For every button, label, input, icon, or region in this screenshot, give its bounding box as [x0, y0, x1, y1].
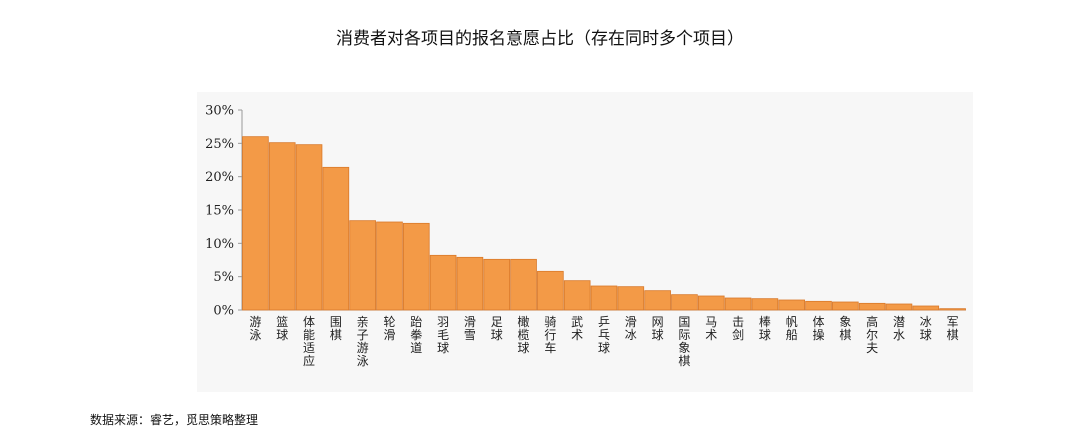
x-tick-label: 高尔夫: [866, 314, 878, 355]
x-tick-label: 跆拳道: [410, 315, 422, 355]
x-tick-label: 马术: [705, 315, 717, 342]
x-tick-label: 游泳: [249, 315, 261, 342]
y-tick-label: 10%: [205, 237, 234, 252]
bar: [590, 285, 618, 311]
y-tick-label: 25%: [205, 137, 234, 152]
x-tick-label: 体能适应: [303, 315, 315, 368]
x-tick-label: 篮球: [276, 314, 288, 342]
bar: [671, 294, 698, 311]
bar: [268, 142, 296, 311]
bar: [885, 303, 913, 311]
x-tick-label: 橄榄球: [518, 314, 530, 355]
x-tick-label: 冰球: [920, 315, 932, 342]
bar: [858, 302, 886, 311]
x-tick-label: 象棋: [839, 315, 851, 342]
y-tick-label: 30%: [205, 104, 234, 119]
x-tick-label: 骑行车: [544, 315, 556, 355]
y-tick-label: 0%: [213, 304, 234, 319]
bar: [456, 256, 484, 311]
x-tick-label: 足球: [491, 315, 503, 342]
bar: [537, 270, 564, 311]
x-tick-label: 击剑: [732, 315, 744, 342]
bar: [832, 301, 859, 311]
bar: [617, 286, 645, 311]
bar: [402, 222, 430, 311]
x-tick-label: 滑雪: [464, 315, 476, 342]
bar: [376, 221, 403, 311]
bar: [295, 144, 323, 311]
x-tick-label: 乒乓球: [598, 315, 610, 355]
bar: [510, 258, 537, 311]
data-source-note: 数据来源：睿艺，觅思策略整理: [90, 413, 259, 427]
bar: [483, 258, 511, 311]
bar: [429, 254, 457, 311]
x-tick-label: 潜水: [893, 315, 905, 342]
bar: [912, 305, 940, 311]
x-tick-label: 网球: [652, 315, 664, 342]
bar: [322, 166, 350, 311]
bar: [697, 295, 725, 311]
x-tick-label: 轮滑: [383, 315, 395, 342]
bar: [751, 298, 779, 311]
x-tick-label: 棒球: [759, 315, 771, 342]
y-tick-label: 15%: [205, 204, 234, 219]
y-tick-label: 5%: [213, 270, 234, 285]
x-tick-label: 滑冰: [625, 315, 637, 342]
x-tick-label: 帆船: [786, 314, 798, 342]
bar: [805, 300, 832, 311]
bar: [939, 308, 966, 311]
y-tick-label: 20%: [205, 170, 234, 185]
x-tick-label: 体操: [813, 315, 825, 342]
x-tick-label: 武术: [571, 315, 583, 342]
bar: [778, 299, 806, 311]
bar: [724, 297, 752, 311]
x-tick-label: 军棋: [947, 315, 959, 342]
x-tick-label: 亲子游泳: [357, 315, 369, 368]
chart-title: 消费者对各项目的报名意愿占比（存在同时多个项目）: [336, 29, 744, 49]
x-tick-label: 国际象棋: [678, 315, 690, 368]
bar: [563, 280, 591, 311]
x-tick-label: 围棋: [330, 315, 342, 342]
bar: [242, 136, 269, 311]
bar: [644, 290, 671, 311]
x-tick-label: 羽毛球: [437, 315, 449, 355]
bar: [349, 220, 376, 311]
